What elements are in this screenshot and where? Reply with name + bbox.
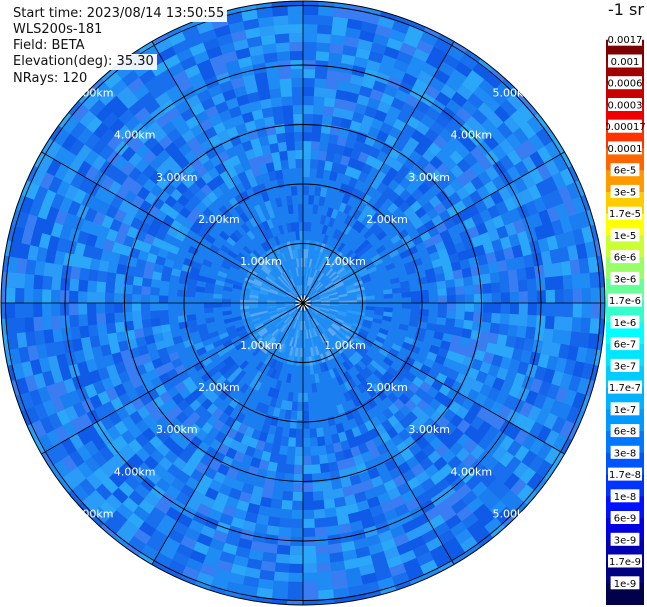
ring-label: 5.00km (493, 87, 535, 100)
colorbar-tick-label: 0.00017 (606, 122, 646, 133)
colorbar-tick-label: 1.7e-5 (609, 209, 641, 220)
ring-label: 2.00km (366, 381, 408, 394)
colorbar-label-bg (610, 402, 640, 416)
colorbar-tick-label: 1.7e-6 (609, 296, 641, 307)
colorbar-tick-label: 6e-6 (614, 253, 637, 264)
spoke-line (302, 302, 455, 565)
ring-label: 2.00km (198, 213, 240, 226)
colorbar-tick-label: 6e-7 (614, 340, 637, 351)
ring-label: 5.00km (72, 507, 114, 520)
colorbar-label-bg (608, 293, 642, 307)
colorbar-label-bg (610, 358, 640, 372)
spoke-line (41, 302, 304, 455)
colorbar-label-bg (610, 337, 640, 351)
colorbar-label-bg (608, 32, 642, 46)
outer-ring (0, 0, 606, 606)
nrays-label: NRays: 120 (10, 71, 91, 87)
colorbar-tick-label: 0.001 (611, 57, 640, 68)
range-ring (183, 183, 423, 423)
colorbar-tick-label: 1e-8 (614, 492, 637, 503)
colorbar-tick-label: 6e-9 (614, 514, 637, 525)
colorbar-unit: -1 sr (608, 0, 644, 19)
ring-label: 2.00km (198, 381, 240, 394)
colorbar-label-bg (608, 76, 642, 90)
colorbar-tick-label: 1.7e-9 (609, 557, 641, 568)
ring-label: 1.00km (240, 255, 282, 268)
colorbar-label-bg (610, 532, 640, 546)
colorbar-label-bg (610, 315, 640, 329)
ring-label: 3.00km (156, 423, 198, 436)
colorbar-tick-label: 3e-7 (614, 361, 637, 372)
colorbar-tick-label: 0.0006 (608, 79, 643, 90)
colorbar-label-bg (610, 163, 640, 177)
colorbar-label-bg (610, 576, 640, 590)
colorbar-tick-label: 1.7e-8 (609, 470, 641, 481)
colorbar-label-bg (608, 380, 642, 394)
spoke-line (302, 302, 565, 455)
ring-label: 4.00km (114, 129, 156, 142)
ring-label: 4.00km (451, 129, 493, 142)
ring-label: 5.00km (72, 87, 114, 100)
ring-label: 1.00km (240, 339, 282, 352)
gate-field (1, 1, 605, 605)
spoke-line (41, 151, 304, 304)
colorbar-label-bg (610, 489, 640, 503)
colorbar-label-bg (610, 250, 640, 264)
colorbar-tick-label: 3e-5 (614, 187, 637, 198)
colorbar-label-bg (610, 445, 640, 459)
instrument-label: WLS200s-181 (10, 22, 106, 38)
colorbar-label-bg (608, 54, 642, 68)
colorbar-label-bg (608, 467, 642, 481)
spoke-line (302, 41, 455, 304)
polar-grid (0, 0, 606, 606)
colorbar-tick-label: 1e-7 (614, 405, 637, 416)
range-ring (124, 124, 482, 482)
colorbar-tick-label: 6e-8 (614, 427, 637, 438)
colorbar: 0.0017 0.001 0.0006 0.0003 0.00017 0.0001 6e-5… (606, 18, 646, 605)
colorbar-label-bg (610, 271, 640, 285)
ring-label: 4.00km (114, 465, 156, 478)
colorbar-tick-label: 0.0003 (608, 101, 643, 112)
colorbar-label-bg (608, 554, 642, 568)
colorbar-label-bg (610, 228, 640, 242)
colorbar-tick-label: 1e-6 (614, 318, 637, 329)
colorbar-label-bg (610, 511, 640, 524)
spoke-line (151, 41, 304, 304)
ring-label: 3.00km (408, 423, 450, 436)
colorbar-tick-label: 0.0001 (608, 144, 643, 155)
range-ring (64, 64, 542, 542)
ring-label: 5.00km (493, 507, 535, 520)
colorbar-tick-label: 1.7e-7 (609, 383, 641, 394)
ring-label: 1.00km (324, 255, 366, 268)
colorbar-tick-label: 0.0017 (608, 35, 643, 46)
colorbar-tick-label: 1e-9 (614, 579, 637, 590)
colorbar-tick-label: 3e-9 (614, 535, 637, 546)
ring-labels: 1.00km 1.00km 1.00km 1.00km 2.00km 2.00km 2.00… (72, 87, 534, 521)
ring-label: 4.00km (451, 465, 493, 478)
colorbar-label-bg (610, 184, 640, 198)
elevation-label: Elevation(deg): 35.30 (10, 54, 157, 70)
colorbar-label-bg (610, 424, 640, 438)
ring-label: 2.00km (366, 213, 408, 226)
range-ring (5, 5, 601, 601)
colorbar-label-bg (608, 98, 642, 111)
range-ring (243, 243, 363, 363)
colorbar-tick-label: 3e-6 (614, 274, 637, 285)
colorbar-label-bg (608, 119, 642, 133)
colorbar-tick-label: 3e-8 (614, 448, 637, 459)
ring-label: 3.00km (156, 171, 198, 184)
ring-label: 3.00km (408, 171, 450, 184)
colorbar-label-bg (608, 141, 642, 155)
ring-label: 1.00km (324, 339, 366, 352)
start-time-label: Start time: 2023/08/14 13:50:55 (10, 6, 228, 22)
colorbar-label-bg (608, 206, 642, 220)
spoke-line (302, 151, 565, 304)
spoke-line (151, 302, 304, 565)
field-label: Field: BETA (10, 38, 88, 54)
colorbar-tick-label: 1e-5 (614, 231, 637, 242)
colorbar-tick-label: 6e-5 (614, 166, 637, 177)
